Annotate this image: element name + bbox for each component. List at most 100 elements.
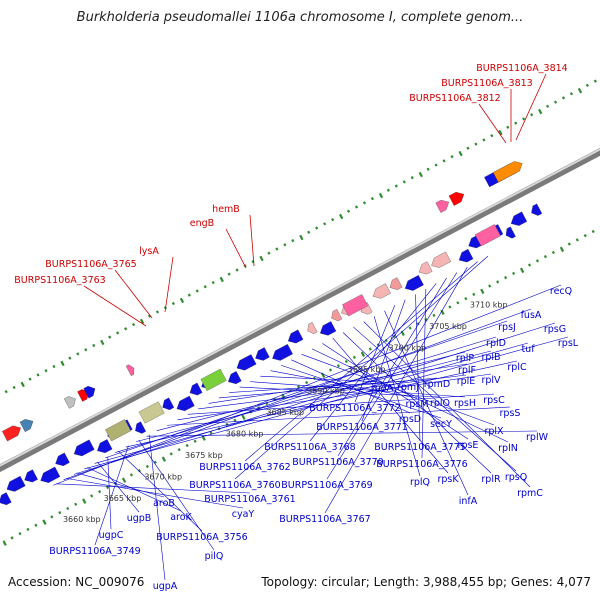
inner-tick-mark xyxy=(496,280,500,284)
reverse-label-leader xyxy=(260,375,383,383)
inner-tick-mark xyxy=(424,317,428,322)
reverse-gene-label: rpsK xyxy=(437,474,459,485)
inner-tick-mark xyxy=(336,364,340,368)
outer-tick-mark xyxy=(378,192,384,199)
reverse-label-leader xyxy=(177,373,492,421)
outer-tick-mark xyxy=(593,79,597,83)
reverse-gene-label: BURPS1106A_3760 xyxy=(189,480,280,491)
outer-tick-mark xyxy=(370,197,374,201)
reverse-label-leader xyxy=(421,288,427,459)
reverse-label-leader xyxy=(234,255,489,480)
reverse-gene-label: fusA xyxy=(521,310,542,321)
outer-tick-mark xyxy=(235,268,239,272)
inner-tick-mark xyxy=(297,385,301,389)
reverse-gene-arrow xyxy=(135,421,147,434)
outer-tick-mark xyxy=(60,360,65,367)
outer-tick-mark xyxy=(12,385,16,390)
outer-tick-mark xyxy=(546,104,550,108)
scale-tick-label: 3670 kbp xyxy=(144,472,182,481)
inner-tick-mark xyxy=(368,347,372,351)
reverse-label-leader xyxy=(361,299,406,422)
inner-tick-mark xyxy=(543,255,547,259)
outer-tick-mark xyxy=(466,146,470,150)
outer-tick-mark xyxy=(577,87,583,94)
reverse-gene-label: rpmD xyxy=(424,379,451,390)
reverse-gene-arrow xyxy=(404,275,424,291)
outer-tick-mark xyxy=(139,318,145,325)
outer-tick-mark xyxy=(410,176,414,180)
outer-tick-mark xyxy=(585,83,589,87)
outer-tick-mark xyxy=(553,100,558,104)
reverse-gene-arrow xyxy=(287,329,304,344)
inner-tick-mark xyxy=(575,238,579,242)
reverse-gene-label: rpsQ xyxy=(505,472,527,483)
inner-tick-mark xyxy=(456,301,460,305)
reverse-gene-label: rpoA xyxy=(371,383,394,394)
reverse-label-leader xyxy=(415,294,421,442)
outer-tick-mark xyxy=(530,113,534,117)
forward-gene-label: BURPS1106A_3812 xyxy=(409,93,500,104)
outer-tick-mark xyxy=(339,213,344,220)
outer-tick-mark xyxy=(155,310,160,314)
reverse-gene-label: rplB xyxy=(481,352,500,363)
topology-text: Topology: circular; Length: 3,988,455 bp… xyxy=(261,575,591,589)
inner-tick-mark xyxy=(177,448,181,452)
reverse-gene-label: recQ xyxy=(550,286,572,297)
reverse-gene-label: rplN xyxy=(498,443,518,454)
forward-gene-label: hemB xyxy=(212,204,240,215)
forward-label-leader xyxy=(225,228,247,269)
reverse-label-leader xyxy=(148,434,166,581)
reverse-gene-label: BURPS1106A_3772 xyxy=(309,403,400,414)
reverse-label-leader xyxy=(125,360,518,448)
outer-tick-mark xyxy=(323,222,327,226)
inner-tick-mark xyxy=(42,519,47,525)
reverse-gene-label: BURPS1106A_3769 xyxy=(281,480,372,491)
outer-tick-mark xyxy=(331,217,335,222)
reverse-gene-arrow xyxy=(40,466,61,483)
outer-tick-mark xyxy=(569,92,574,96)
outer-tick-mark xyxy=(187,293,191,297)
scale-tick-label: 3660 kbp xyxy=(63,515,101,524)
inner-tick-mark xyxy=(161,456,167,462)
outer-tick-mark xyxy=(84,348,88,352)
reverse-gene-arrow xyxy=(227,371,242,384)
outer-tick-mark xyxy=(124,327,128,331)
reverse-label-leader xyxy=(97,461,140,513)
reverse-label-leader xyxy=(187,393,495,415)
outer-tick-mark xyxy=(434,163,438,167)
reverse-gene-arrow xyxy=(255,347,270,361)
reverse-gene-label: secY xyxy=(430,419,452,430)
forward-gene-label: BURPS1106A_3763 xyxy=(14,275,105,286)
inner-tick-mark xyxy=(344,359,348,364)
reverse-gene-arrow xyxy=(189,382,203,396)
inner-tick-mark xyxy=(185,443,189,448)
outer-tick-mark xyxy=(52,364,56,369)
reverse-gene-label: rpsM xyxy=(405,399,428,410)
inner-tick-mark xyxy=(233,418,237,422)
reverse-label-leader xyxy=(280,364,442,419)
inner-tick-mark xyxy=(153,460,157,464)
outer-tick-mark xyxy=(514,121,518,125)
reverse-gene-label: aroK xyxy=(170,512,192,523)
inner-tick-mark xyxy=(74,502,78,506)
outer-tick-mark xyxy=(498,129,503,136)
outer-tick-mark xyxy=(108,335,112,339)
reverse-gene-label: rpsL xyxy=(558,338,579,349)
forward-gene-arrow xyxy=(448,191,465,206)
reverse-gene-label: rpsH xyxy=(454,398,476,409)
reverse-gene-label: BURPS1106A_3756 xyxy=(156,532,247,543)
forward-gene-arrow xyxy=(19,419,34,432)
inner-tick-mark xyxy=(26,527,30,532)
reverse-gene-arrow xyxy=(307,322,318,335)
reverse-gene-label: BURPS1106A_3749 xyxy=(49,546,140,557)
reverse-gene-arrow xyxy=(55,452,70,466)
reverse-gene-label: ugpB xyxy=(127,513,152,524)
forward-gene-label: BURPS1106A_3765 xyxy=(45,259,136,270)
backbone-line xyxy=(0,147,600,473)
outer-tick-mark xyxy=(482,138,486,142)
reverse-label-leader xyxy=(332,337,449,474)
reverse-gene-arrow xyxy=(331,309,343,322)
outer-tick-mark xyxy=(195,289,199,293)
inner-tick-mark xyxy=(488,284,492,288)
